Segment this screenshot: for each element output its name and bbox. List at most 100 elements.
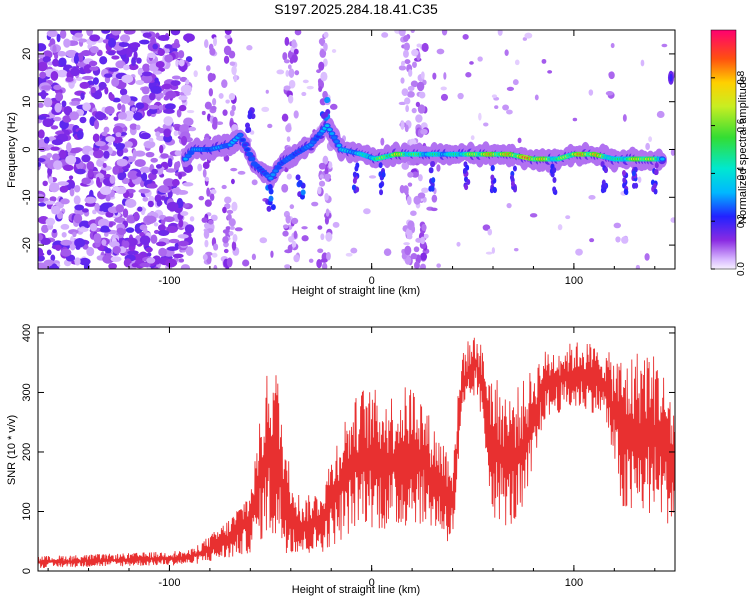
noise-band bbox=[399, 184, 405, 194]
spectrogram-ytick-label: -20 bbox=[21, 237, 33, 253]
noise-blob bbox=[406, 90, 415, 98]
noise-blob bbox=[150, 85, 162, 94]
noise-blob bbox=[178, 172, 183, 180]
noise-blob bbox=[142, 32, 152, 38]
noise-blob bbox=[55, 244, 62, 251]
noise-blob bbox=[65, 49, 78, 58]
noise-blob bbox=[276, 69, 285, 75]
noise-band bbox=[400, 77, 405, 84]
noise-blob bbox=[125, 227, 135, 233]
noise-band bbox=[404, 124, 409, 133]
noise-blob bbox=[60, 248, 72, 257]
noise-band bbox=[291, 217, 299, 225]
noise-blob bbox=[141, 86, 150, 95]
noise-band bbox=[320, 71, 328, 82]
noise-blob bbox=[368, 175, 377, 179]
noise-blob bbox=[38, 102, 44, 108]
noise-band bbox=[318, 38, 326, 46]
noise-blob bbox=[151, 168, 158, 175]
noise-blob bbox=[146, 183, 158, 189]
noise-band bbox=[415, 101, 421, 108]
noise-blob bbox=[74, 204, 85, 211]
noise-blob bbox=[182, 182, 194, 187]
noise-blob bbox=[73, 184, 81, 193]
noise-blob bbox=[170, 30, 181, 36]
noise-blob bbox=[180, 264, 191, 269]
snr-xtick-label: 0 bbox=[369, 577, 375, 589]
noise-blob bbox=[401, 88, 409, 97]
noise-band bbox=[323, 31, 329, 38]
noise-blob bbox=[432, 72, 437, 80]
noise-blob bbox=[506, 86, 515, 92]
noise-blob bbox=[115, 204, 124, 213]
noise-band bbox=[209, 193, 215, 201]
noise-blob bbox=[332, 221, 340, 228]
noise-blob bbox=[38, 162, 42, 167]
noise-blob bbox=[381, 32, 389, 38]
noise-band bbox=[213, 37, 217, 47]
noise-blob bbox=[93, 119, 100, 130]
noise-blob bbox=[155, 60, 165, 69]
colorbar-tick-label: 0.0 bbox=[736, 262, 747, 276]
noise-blob bbox=[178, 104, 187, 112]
noise-blob bbox=[92, 133, 100, 143]
noise-blob bbox=[49, 182, 60, 193]
noise-band bbox=[410, 80, 419, 88]
snr-marks bbox=[38, 337, 675, 568]
noise-band bbox=[229, 225, 235, 230]
noise-blob bbox=[557, 224, 563, 231]
noise-blob bbox=[178, 95, 188, 101]
noise-blob bbox=[38, 251, 45, 257]
noise-band bbox=[322, 155, 329, 165]
noise-blob bbox=[345, 252, 353, 257]
noise-blob bbox=[534, 94, 539, 101]
track-streak bbox=[654, 169, 659, 176]
noise-blob bbox=[136, 172, 142, 177]
noise-blob bbox=[131, 107, 137, 112]
noise-band bbox=[225, 99, 230, 104]
noise-band bbox=[230, 178, 235, 185]
noise-band bbox=[400, 60, 405, 67]
spectrogram-marks bbox=[38, 30, 675, 269]
noise-blob bbox=[242, 259, 250, 267]
noise-blob bbox=[53, 160, 63, 170]
noise-band bbox=[229, 61, 236, 66]
noise-blob bbox=[57, 181, 70, 186]
snr-ytick-label: 200 bbox=[21, 443, 33, 461]
noise-blob bbox=[111, 77, 120, 87]
noise-blob bbox=[38, 202, 47, 207]
noise-blob bbox=[608, 71, 615, 80]
noise-blob bbox=[483, 122, 489, 127]
noise-blob bbox=[100, 225, 110, 233]
noise-blob bbox=[189, 216, 195, 222]
noise-blob bbox=[164, 54, 173, 63]
track-streak bbox=[622, 177, 627, 184]
noise-blob bbox=[112, 186, 120, 192]
track-core bbox=[273, 169, 278, 173]
noise-blob bbox=[54, 102, 62, 113]
noise-blob bbox=[126, 215, 137, 224]
snr-ytick-label: 100 bbox=[21, 502, 33, 520]
snr-axes: -100 0 100 0 100 200 300 400 bbox=[21, 324, 675, 589]
noise-band bbox=[411, 225, 416, 233]
noise-band bbox=[324, 169, 329, 175]
noise-blob bbox=[575, 248, 583, 256]
figure-title: S197.2025.284.18.41.C35 bbox=[274, 1, 438, 17]
noise-blob bbox=[504, 49, 509, 57]
noise-blob bbox=[306, 85, 314, 90]
noise-band bbox=[206, 65, 211, 72]
noise-band bbox=[232, 234, 238, 243]
track-core bbox=[329, 132, 335, 135]
noise-band bbox=[202, 254, 208, 261]
track-streak bbox=[430, 161, 435, 168]
noise-blob bbox=[74, 32, 84, 38]
noise-blob bbox=[108, 37, 117, 48]
noise-blob bbox=[89, 60, 98, 67]
track-streak bbox=[378, 162, 383, 169]
track-core bbox=[186, 154, 191, 158]
noise-blob bbox=[147, 200, 154, 208]
noise-blob bbox=[103, 231, 109, 237]
noise-blob bbox=[138, 188, 151, 194]
noise-band bbox=[411, 171, 419, 178]
noise-blob bbox=[301, 91, 307, 97]
